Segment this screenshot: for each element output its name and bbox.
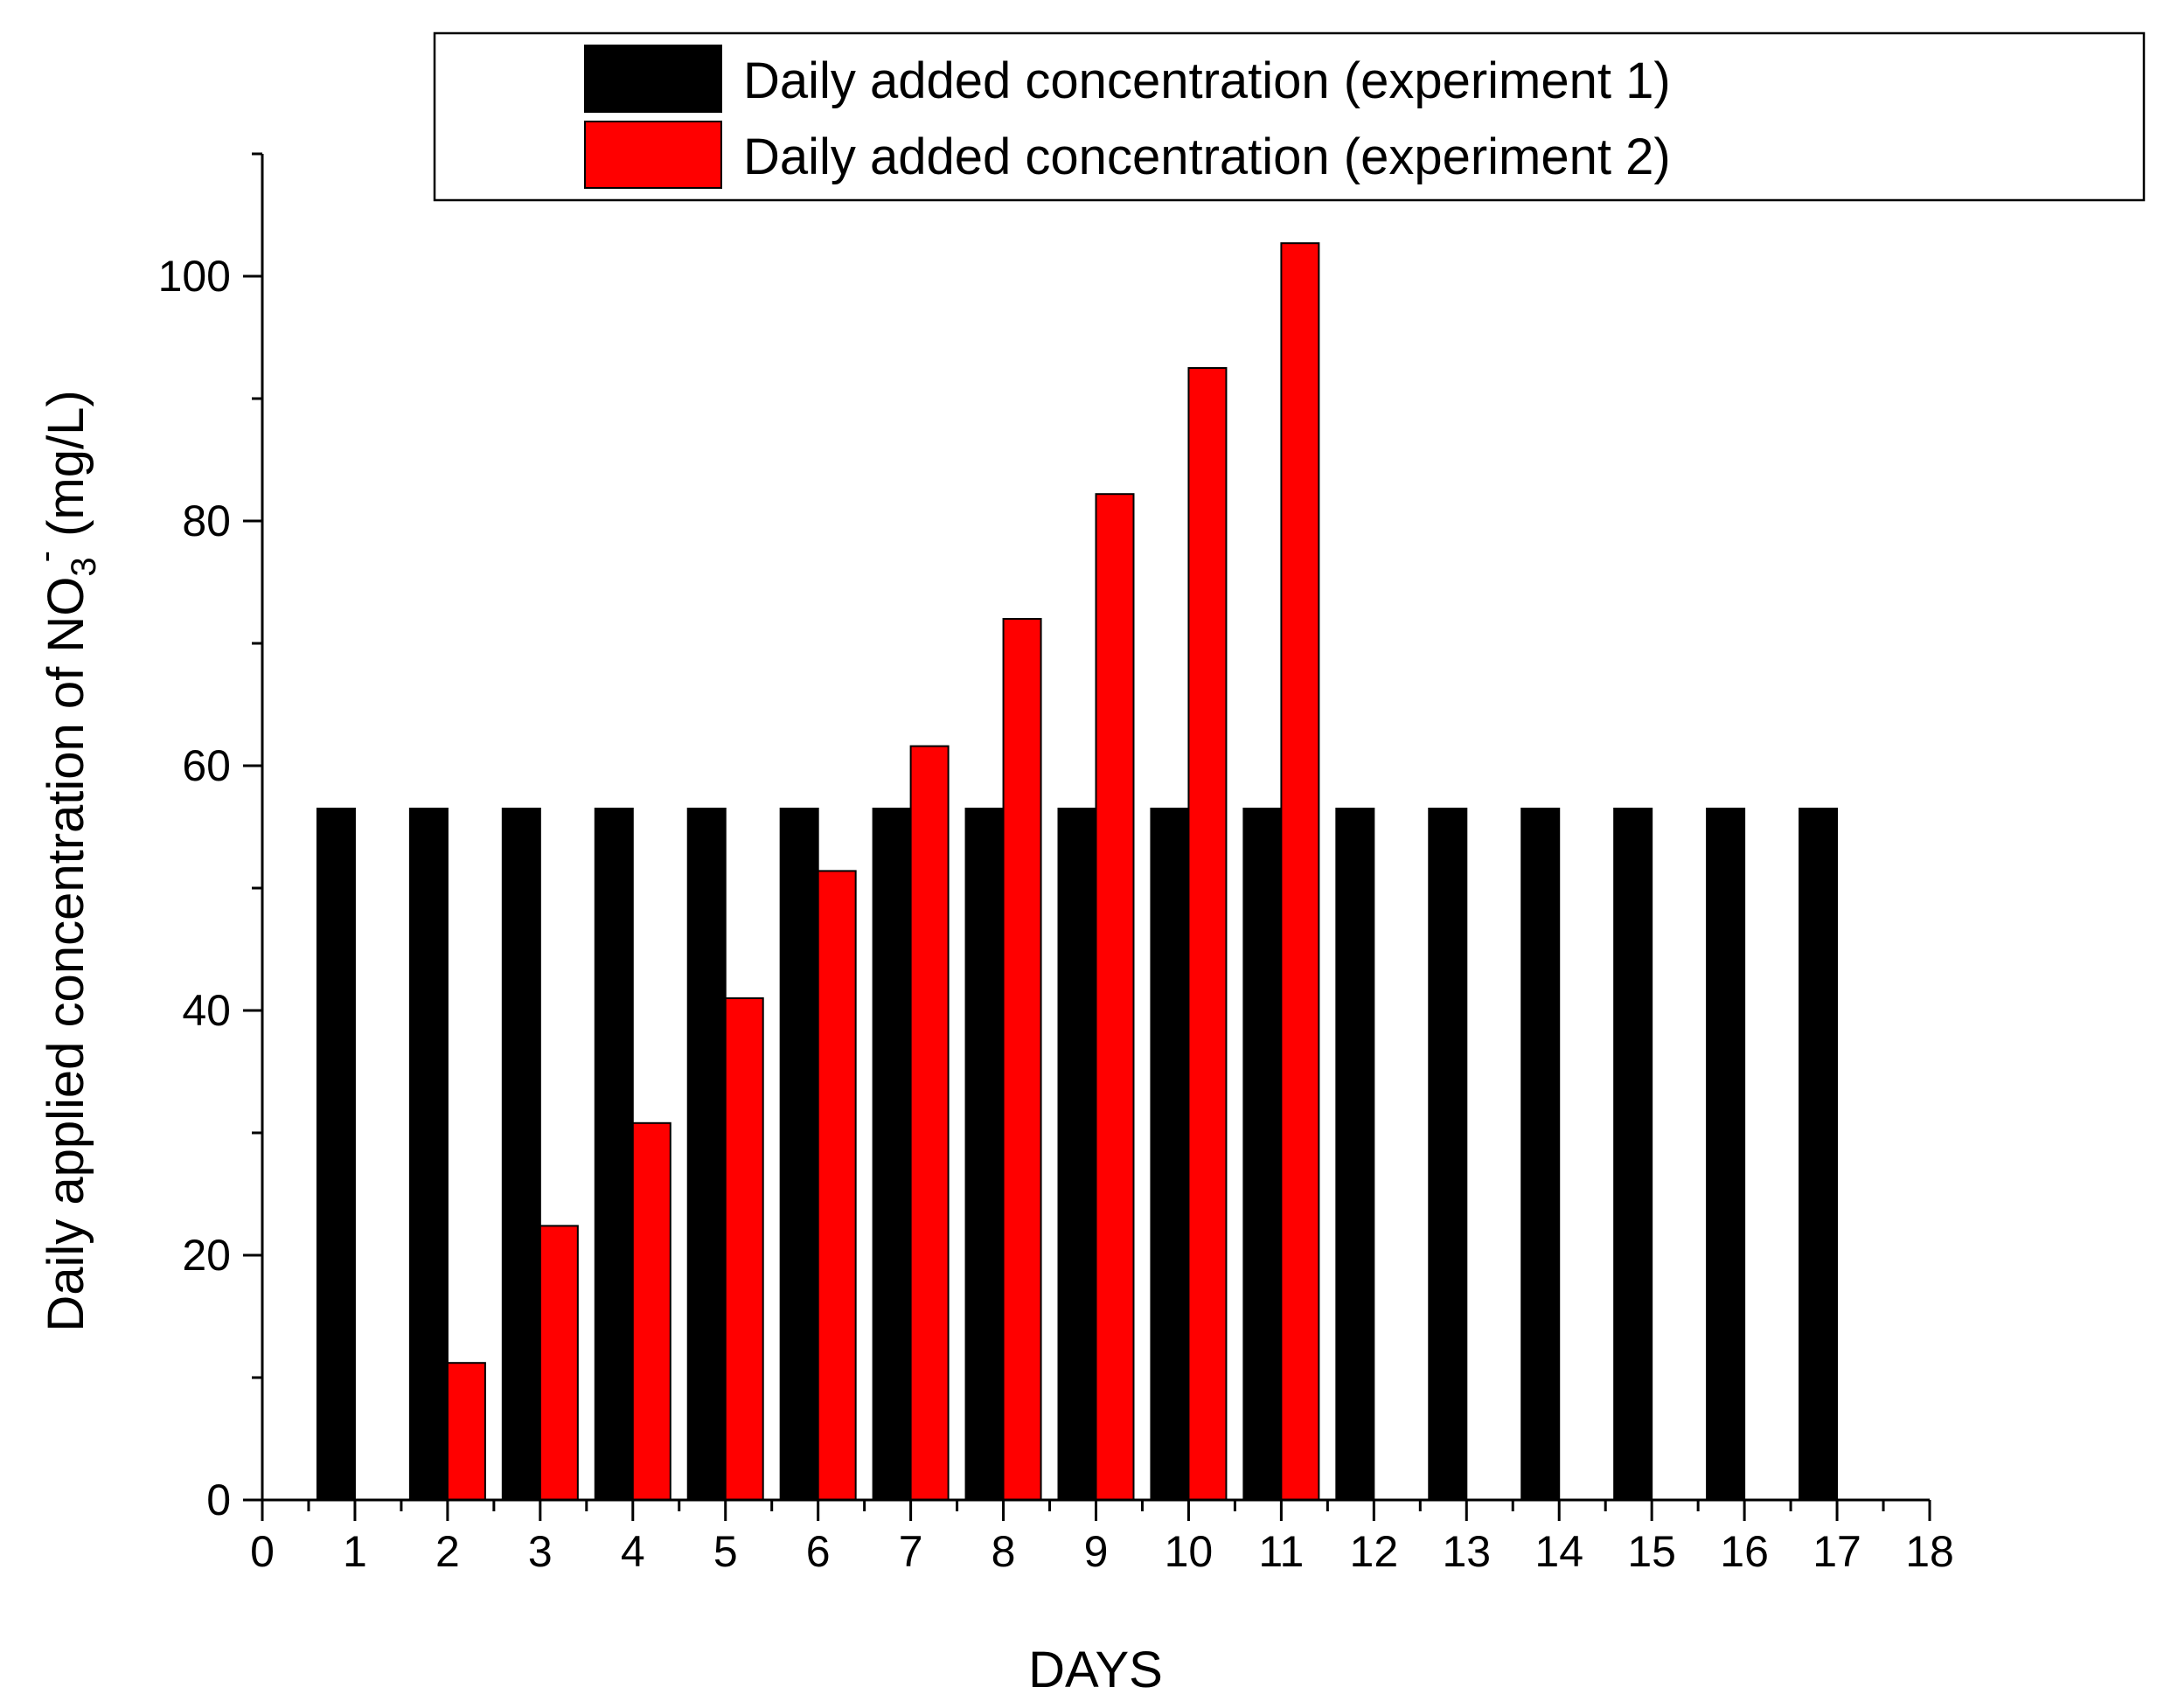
y-tick-label-80: 80 (182, 496, 231, 545)
bar-experiment-1-day-8 (964, 808, 1005, 1501)
bar-experiment-1-day-9 (1057, 808, 1097, 1501)
y-axis-title-superscript: - (26, 551, 65, 562)
bar-experiment-1-day-11 (1242, 808, 1283, 1501)
x-axis-title: DAYS (1028, 1642, 1163, 1698)
x-tick-label-3: 3 (528, 1527, 553, 1576)
bar-experiment-1-day-13 (1428, 808, 1468, 1501)
bar-experiment-1-day-10 (1150, 808, 1190, 1501)
bar-experiment-1-day-15 (1613, 808, 1653, 1501)
y-tick-label-100: 100 (158, 252, 231, 301)
legend-swatch-experiment-2 (584, 121, 722, 189)
bar-experiment-1-day-14 (1520, 808, 1561, 1501)
bar-experiment-1-day-4 (594, 808, 634, 1501)
y-tick-label-40: 40 (182, 986, 231, 1035)
bar-experiment-1-day-7 (872, 808, 912, 1501)
bar-experiment-2-day-6 (817, 870, 857, 1501)
bar-experiment-1-day-5 (686, 808, 727, 1501)
x-tick-label-8: 8 (992, 1527, 1016, 1576)
x-tick-label-10: 10 (1165, 1527, 1214, 1576)
y-axis-title-unit: (mg/L) (38, 390, 94, 551)
bar-experiment-2-day-5 (724, 997, 764, 1501)
x-tick-label-17: 17 (1813, 1527, 1861, 1576)
legend-label-experiment-2: Daily added concentration (experiment 2) (743, 128, 1671, 185)
x-tick-label-14: 14 (1534, 1527, 1583, 1576)
bar-experiment-2-day-10 (1187, 367, 1228, 1501)
bar-experiment-2-day-2 (446, 1362, 486, 1501)
bar-experiment-2-day-4 (631, 1121, 671, 1502)
bar-experiment-2-day-3 (539, 1225, 579, 1502)
x-tick-label-16: 16 (1720, 1527, 1769, 1576)
bar-experiment-1-day-2 (408, 808, 449, 1501)
x-tick-label-6: 6 (806, 1527, 831, 1576)
bar-experiment-1-day-1 (316, 808, 356, 1501)
x-tick-label-9: 9 (1084, 1527, 1109, 1576)
legend-swatch-experiment-1 (584, 45, 722, 113)
bar-experiment-2-day-11 (1280, 242, 1320, 1502)
y-axis-title: Daily applied concentration of NO3- (mg/… (26, 390, 103, 1331)
bar-experiment-2-day-9 (1095, 493, 1135, 1502)
x-tick-label-11: 11 (1258, 1527, 1304, 1576)
bar-experiment-1-day-17 (1799, 808, 1839, 1501)
x-axis: 0 1 2 3 4 5 6 7 8 9 10 11 12 13 14 15 16 17 18 (250, 1498, 1954, 1576)
bars (316, 242, 1839, 1502)
y-tick-label-60: 60 (182, 741, 231, 790)
legend-label-experiment-1: Daily added concentration (experiment 1) (743, 52, 1671, 109)
legend: Daily added concentration (experiment 1)… (433, 31, 2146, 202)
x-tick-label-18: 18 (1905, 1527, 1954, 1576)
bar-experiment-1-day-3 (501, 808, 541, 1501)
x-tick-label-4: 4 (621, 1527, 645, 1576)
bar-experiment-1-day-16 (1706, 808, 1746, 1501)
x-tick-label-5: 5 (713, 1527, 738, 1576)
x-tick-label-15: 15 (1627, 1527, 1676, 1576)
bar-experiment-1-day-6 (779, 808, 819, 1501)
bar-experiment-2-day-7 (909, 745, 950, 1501)
y-axis-title-subscript: 3 (65, 557, 103, 576)
x-tick-label-2: 2 (435, 1527, 460, 1576)
y-axis: 0 20 40 60 80 100 (158, 152, 264, 1524)
x-tick-label-12: 12 (1350, 1527, 1399, 1576)
x-tick-label-7: 7 (899, 1527, 923, 1576)
x-tick-label-13: 13 (1442, 1527, 1491, 1576)
x-tick-label-0: 0 (250, 1527, 275, 1576)
bar-experiment-2-day-8 (1002, 618, 1042, 1501)
y-axis-title-base: Daily applied concentration of NO (38, 577, 94, 1332)
bar-experiment-1-day-12 (1335, 808, 1375, 1501)
y-tick-label-0: 0 (206, 1475, 231, 1524)
y-tick-label-20: 20 (182, 1231, 231, 1280)
x-tick-label-1: 1 (343, 1527, 367, 1576)
